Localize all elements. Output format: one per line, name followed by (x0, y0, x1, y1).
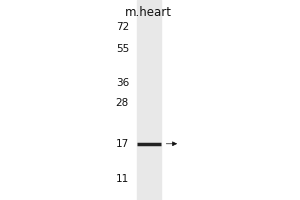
Text: 36: 36 (116, 78, 129, 88)
Text: 55: 55 (116, 44, 129, 54)
Text: 28: 28 (116, 98, 129, 108)
Text: m.heart: m.heart (125, 6, 172, 19)
Text: 11: 11 (116, 174, 129, 184)
Bar (136, 0, 160, 200)
Text: 17: 17 (116, 139, 129, 149)
Text: 72: 72 (116, 22, 129, 32)
